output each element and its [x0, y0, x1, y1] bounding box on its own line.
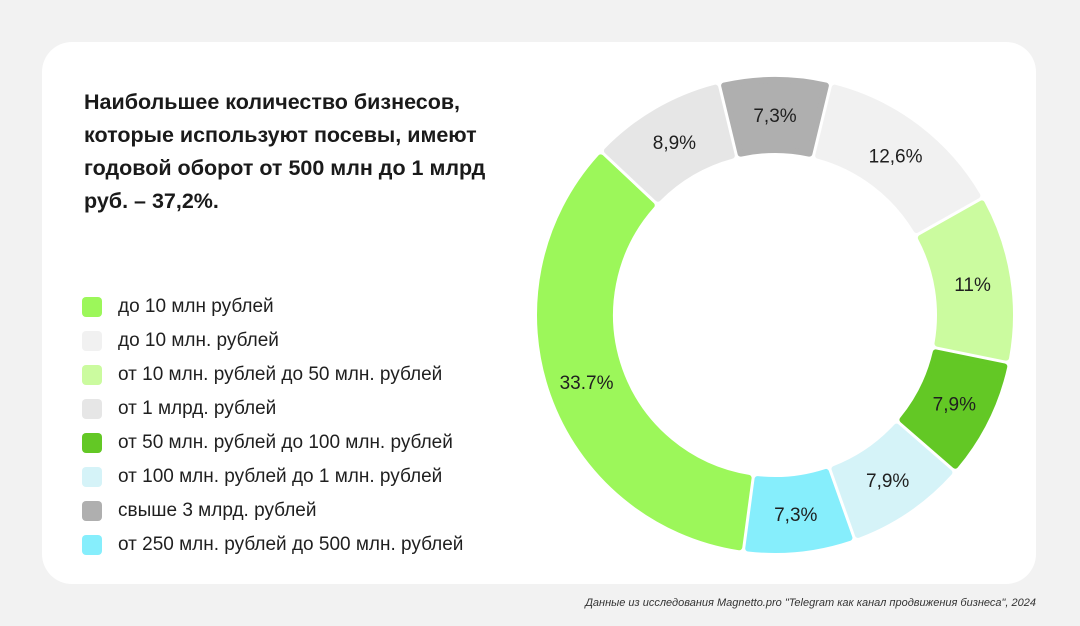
legend-item: от 50 млн. рублей до 100 млн. рублей — [82, 426, 463, 460]
slice-label: 33.7% — [560, 373, 614, 394]
donut-chart-svg: 7,3% 12,6% 11% 7,9% 7,9% 7,3% 33.7% 8,9% — [537, 77, 1013, 553]
legend-label: от 250 млн. рублей до 500 млн. рублей — [118, 534, 464, 555]
legend-label: от 100 млн. рублей до 1 млн. рублей — [118, 466, 443, 487]
slice-label: 8,9% — [653, 133, 696, 154]
donut-slice — [831, 423, 953, 538]
legend-swatch — [82, 535, 102, 555]
legend-swatch — [82, 297, 102, 317]
donut-slice — [917, 200, 1013, 361]
donut-slice — [745, 468, 853, 553]
legend-label: от 50 млн. рублей до 100 млн. рублей — [118, 432, 453, 453]
legend-item: свыше 3 млрд. рублей — [82, 494, 463, 528]
slice-label: 7,3% — [774, 505, 817, 526]
donut-slice — [899, 349, 1008, 469]
legend-item: от 10 млн. рублей до 50 млн. рублей — [82, 358, 463, 392]
headline: Наибольшее количество бизнесов, которые … — [84, 90, 486, 213]
legend-label: до 10 млн. рублей — [118, 330, 279, 351]
donut-slice — [815, 84, 981, 234]
donut-chart: 7,3% 12,6% 11% 7,9% 7,9% 7,3% 33.7% 8,9% — [530, 70, 1020, 560]
legend-item: до 10 млн рублей — [82, 290, 463, 324]
legend-swatch — [82, 399, 102, 419]
legend-swatch — [82, 365, 102, 385]
legend-item: до 10 млн. рублей — [82, 324, 463, 358]
legend-swatch — [82, 433, 102, 453]
slice-label: 7,3% — [753, 106, 796, 127]
slice-label: 7,9% — [933, 395, 976, 416]
legend-item: от 250 млн. рублей до 500 млн. рублей — [82, 528, 463, 562]
donut-slice — [603, 84, 735, 202]
legend-label: от 10 млн. рублей до 50 млн. рублей — [118, 364, 443, 385]
legend: до 10 млн рублей до 10 млн. рублей от 10 м… — [82, 290, 463, 562]
legend-item: от 1 млрд. рублей — [82, 392, 463, 426]
donut-slice — [721, 77, 829, 157]
legend-swatch — [82, 501, 102, 521]
legend-item: от 100 млн. рублей до 1 млн. рублей — [82, 460, 463, 494]
source-note: Данные из исследования Magnetto.pro "Tel… — [585, 597, 1036, 609]
legend-swatch — [82, 331, 102, 351]
legend-label: свыше 3 млрд. рублей — [118, 500, 317, 521]
slice-label: 11% — [954, 275, 991, 296]
donut-slice — [537, 154, 752, 551]
slice-label: 12,6% — [869, 146, 923, 167]
slice-label: 7,9% — [866, 471, 909, 492]
legend-label: до 10 млн рублей — [118, 296, 274, 317]
legend-swatch — [82, 467, 102, 487]
legend-label: от 1 млрд. рублей — [118, 398, 277, 419]
